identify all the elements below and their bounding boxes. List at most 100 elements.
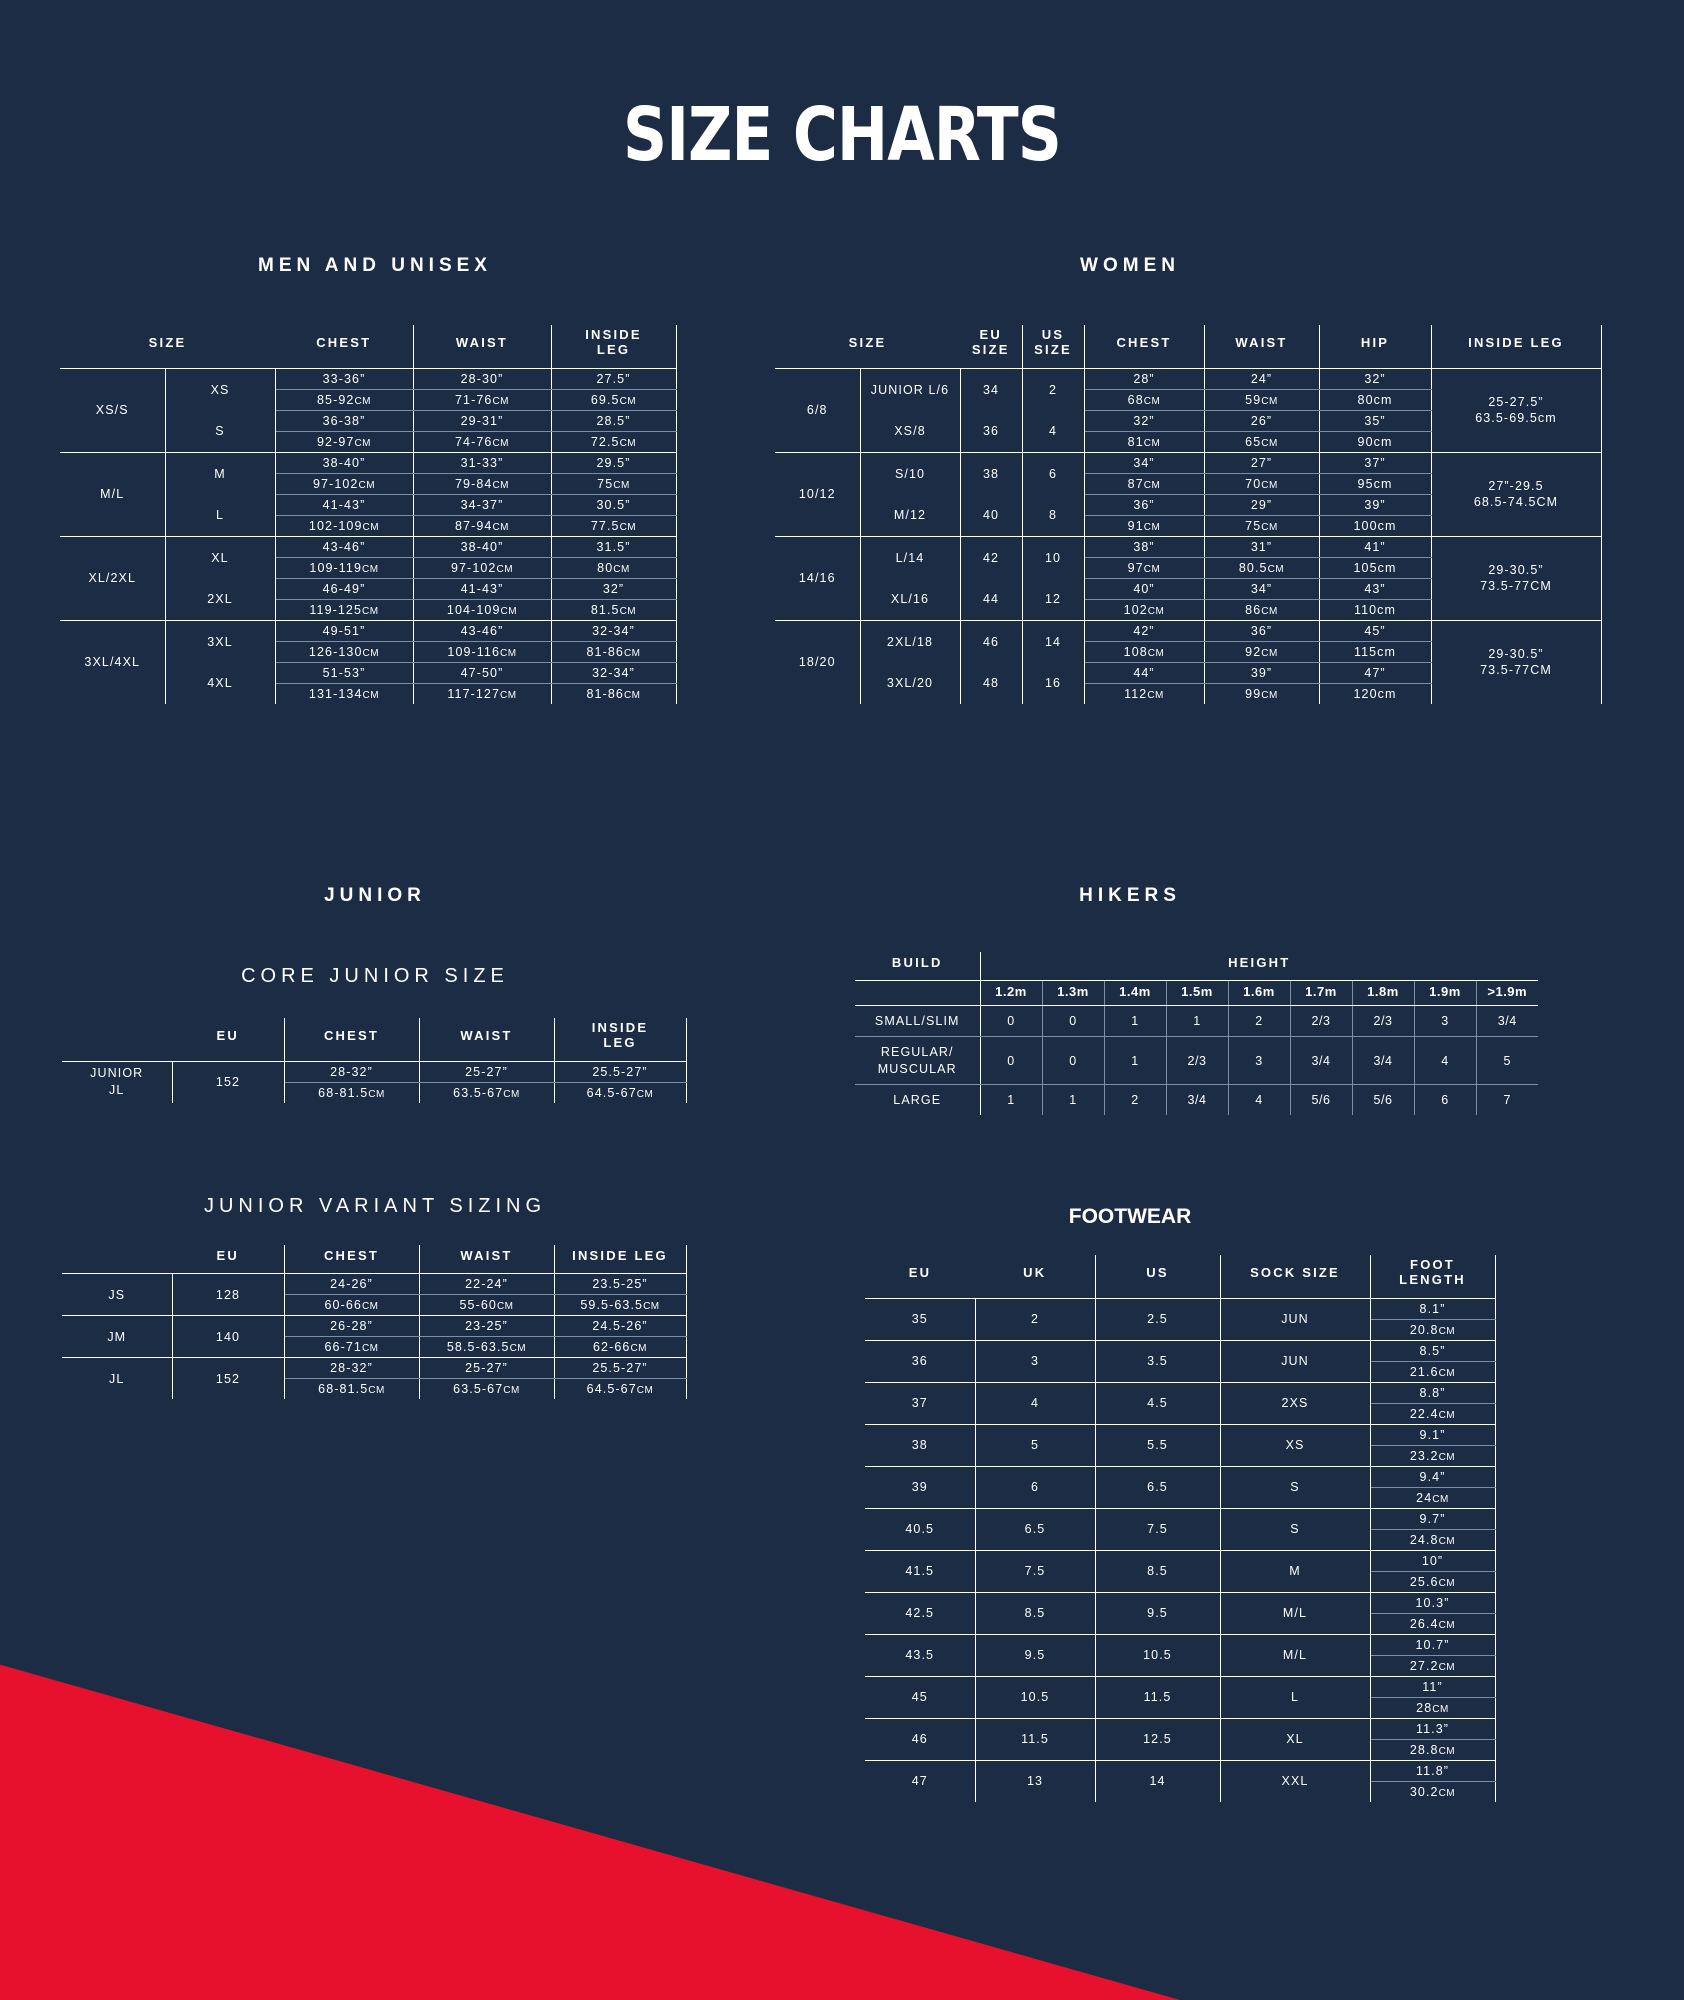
footwear-uk: 5: [975, 1424, 1096, 1467]
men-waist-cm: 71-76CM: [413, 389, 552, 411]
footwear-uk: 2: [975, 1298, 1096, 1341]
table-row: 18/20 2XL/18 46 14 42” 36” 45” 29-30.5” 73.5-77C…: [775, 620, 1602, 704]
footwear-length-cm: 24.8CM: [1370, 1529, 1496, 1551]
table-row: 6/8 JUNIOR L/6 34 2 28” 24” 32” 25-27.5” 63.5-69…: [775, 368, 1602, 453]
men-waist-in: 43-46”: [413, 620, 552, 642]
men-waist-cm: 109-116CM: [413, 641, 552, 663]
men-waist-in: 47-50”: [413, 662, 552, 684]
core-junior-label: JUNIOR JL: [62, 1061, 173, 1103]
women-size-table: SIZE EU SIZE US SIZE CHEST WAIST HIP INS…: [775, 325, 1602, 704]
hikers-build-label: SMALL/SLIM: [855, 1005, 981, 1038]
women-hip-cm: 105cm: [1319, 557, 1432, 579]
men-chest-cm: 92-97CM: [275, 431, 414, 453]
women-hip-cm: 80cm: [1319, 389, 1432, 411]
hikers-value: 5: [1476, 1036, 1538, 1085]
table-row: SMALL/SLIM 0 0 1 1 2 2/3 2/3 3 3/4: [855, 1005, 1538, 1038]
core-junior-leg-in: 25.5-27”: [554, 1061, 687, 1083]
table-row: 4XL 51-53” 47-50” 32-34”: [60, 662, 677, 704]
core-junior-chest-cm: 68-81.5CM: [284, 1082, 420, 1103]
women-leg-cm: 73.5-77CM: [1480, 579, 1552, 594]
women-waist-cm: 99CM: [1204, 683, 1320, 704]
men-chest-in: 51-53”: [275, 662, 414, 684]
women-chest-cm: 87CM: [1084, 473, 1205, 495]
table-row: 21.6CM: [865, 1361, 1496, 1383]
variant-waist-in: 25-27”: [419, 1357, 555, 1379]
women-col-eu: EU SIZE: [960, 325, 1023, 369]
women-chest-cm: 68CM: [1084, 389, 1205, 411]
hikers-value: 3: [1228, 1036, 1291, 1085]
women-hip-cm: 90cm: [1319, 431, 1432, 453]
hikers-section-heading: HIKERS: [1079, 885, 1181, 906]
table-row: 24.8CM: [865, 1529, 1496, 1551]
hikers-value: 1: [1042, 1084, 1105, 1115]
women-hip-in: 43”: [1319, 578, 1432, 600]
hikers-table: BUILD HEIGHT 1.2m 1.3m 1.4m 1.5m 1.6m 1.7m 1.8…: [855, 952, 1538, 1115]
table-row: 85-92CM 71-76CM 69.5CM: [60, 389, 677, 411]
men-chest-in: 38-40”: [275, 452, 414, 474]
men-leg-in: 28.5”: [551, 410, 677, 432]
core-junior-waist-cm: 63.5-67CM: [419, 1082, 555, 1103]
hikers-build-l2: MUSCULAR: [877, 1061, 957, 1076]
men-chest-cm: 97-102CM: [275, 473, 414, 495]
table-row: S 36-38” 29-31” 28.5”: [60, 410, 677, 453]
women-waist-in: 27”: [1204, 452, 1320, 474]
women-waist-in: 36”: [1204, 620, 1320, 642]
hikers-col-build: BUILD: [855, 952, 981, 981]
women-us: 10: [1022, 536, 1085, 579]
table-row: XS/8 36 4 32” 26” 35”: [775, 410, 1601, 453]
footwear-length-in: 10.7”: [1370, 1634, 1496, 1656]
table-row: 38 5 5.5 XS 9.1”: [865, 1424, 1496, 1467]
men-waist-in: 31-33”: [413, 452, 552, 474]
footwear-us: 3.5: [1095, 1340, 1221, 1383]
table-row: 60-66CM 55-60CM 59.5-63.5CM: [62, 1294, 687, 1316]
women-hip-in: 45”: [1319, 620, 1432, 642]
footwear-eu: 39: [865, 1466, 976, 1509]
women-group-label: 14/16: [775, 536, 861, 621]
core-junior-col-inside-leg: INSIDE LEG: [554, 1018, 687, 1062]
table-row: 14/16 L/14 42 10 38” 31” 41” 29-30.5” 73.5-77CM: [775, 536, 1602, 621]
women-group-label: 6/8: [775, 368, 861, 453]
men-col-inside-leg-l2: LEG: [596, 341, 631, 357]
footwear-us: 4.5: [1095, 1382, 1221, 1425]
variant-col-blank: [62, 1245, 172, 1274]
women-waist-in: 34”: [1204, 578, 1320, 600]
women-eu: 34: [960, 368, 1023, 411]
women-chest-in: 40”: [1084, 578, 1205, 600]
footwear-us: 8.5: [1095, 1550, 1221, 1593]
footwear-uk: 7.5: [975, 1550, 1096, 1593]
table-row: 112CM 99CM 120cm: [775, 683, 1601, 704]
women-eu: 40: [960, 494, 1023, 537]
women-eu: 38: [960, 452, 1023, 495]
hikers-value: 6: [1414, 1084, 1477, 1115]
table-row: XS/S XS 33-36” 28-30” 27.5”: [60, 368, 677, 453]
women-waist-cm: 70CM: [1204, 473, 1320, 495]
junior-section-heading: JUNIOR: [324, 885, 426, 906]
footwear-length-cm: 25.6CM: [1370, 1571, 1496, 1593]
core-junior-leg-l1: INSIDE: [591, 1020, 649, 1035]
women-us: 16: [1022, 662, 1085, 704]
women-waist-in: 24”: [1204, 368, 1320, 390]
women-inside-leg: 29-30.5” 73.5-77CM: [1431, 620, 1602, 704]
hikers-build-l1: SMALL/SLIM: [874, 1014, 960, 1028]
footwear-section-heading: FOOTWEAR: [1068, 1205, 1192, 1228]
women-leg-in: 25-27.5”: [1488, 394, 1544, 409]
women-col-chest: CHEST: [1084, 325, 1205, 369]
footwear-col-uk: UK: [975, 1255, 1096, 1299]
hikers-value: 3/4: [1352, 1036, 1415, 1085]
hikers-value: 3: [1414, 1005, 1477, 1038]
women-size-label: JUNIOR L/6: [860, 368, 961, 411]
junior-variant-table: EU CHEST WAIST INSIDE LEG JS 128 24-26” 22-…: [62, 1245, 687, 1399]
women-us: 14: [1022, 620, 1085, 663]
footwear-sock: L: [1220, 1676, 1371, 1719]
table-row: 40.5 6.5 7.5 S 9.7”: [865, 1508, 1496, 1551]
hikers-value: 2/3: [1290, 1005, 1353, 1038]
variant-chest-in: 26-28”: [284, 1315, 420, 1337]
footwear-us: 9.5: [1095, 1592, 1221, 1635]
women-size-label: 2XL/18: [860, 620, 961, 663]
variant-col-chest: CHEST: [284, 1245, 420, 1274]
women-chest-cm: 108CM: [1084, 641, 1205, 663]
women-leg-cm: 73.5-77CM: [1480, 663, 1552, 678]
table-row: 36 3 3.5 JUN 8.5”: [865, 1340, 1496, 1383]
footwear-length-cm: 27.2CM: [1370, 1655, 1496, 1677]
women-waist-cm: 80.5CM: [1204, 557, 1320, 579]
